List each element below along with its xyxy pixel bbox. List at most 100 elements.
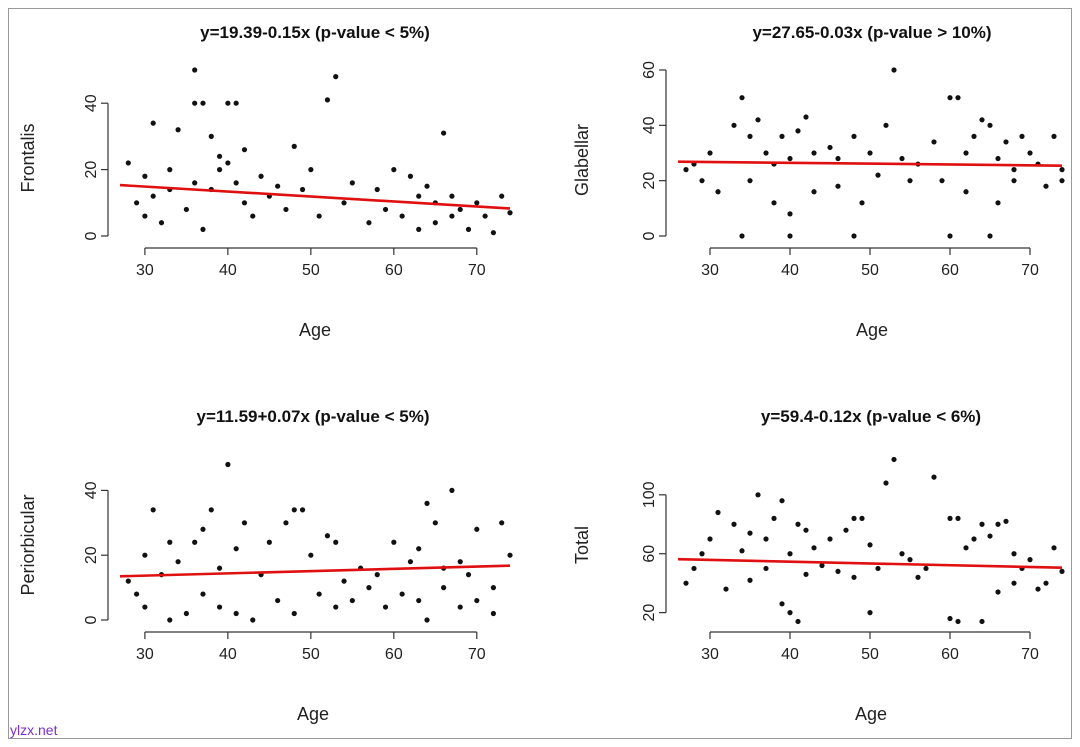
data-point: [931, 474, 937, 480]
data-point: [291, 507, 297, 513]
data-point: [811, 189, 817, 195]
data-point: [216, 604, 223, 610]
watermark: ylzx.net: [10, 722, 58, 738]
data-point: [755, 117, 761, 123]
data-point: [474, 597, 480, 604]
x-tick-label: 30: [136, 262, 154, 279]
y-tick-label: 40: [641, 116, 658, 134]
data-point: [835, 568, 841, 575]
data-point: [233, 610, 239, 617]
x-tick-label: 50: [861, 262, 879, 279]
data-point: [947, 95, 953, 101]
data-point: [779, 133, 785, 139]
data-point: [432, 220, 438, 226]
data-point: [200, 226, 206, 232]
data-point: [167, 539, 173, 545]
data-point: [1003, 518, 1009, 524]
data-point: [216, 167, 223, 173]
data-point: [275, 183, 281, 189]
data-point: [707, 536, 713, 542]
data-point: [747, 577, 753, 583]
data-point: [683, 167, 689, 173]
data-point: [499, 520, 505, 526]
data-point: [995, 521, 1001, 527]
y-tick-label: 60: [641, 61, 658, 79]
y-tick-label: 60: [641, 545, 658, 563]
y-axis-label: Total: [572, 526, 592, 564]
data-point: [899, 155, 905, 162]
x-tick-label: 60: [385, 646, 403, 663]
data-point: [507, 210, 513, 216]
data-point: [715, 189, 721, 195]
data-point: [1059, 568, 1065, 575]
x-tick-label: 30: [136, 646, 154, 663]
data-point: [875, 565, 881, 572]
data-point: [739, 548, 745, 554]
data-point: [859, 515, 865, 521]
data-point: [1051, 545, 1057, 551]
data-point: [192, 539, 198, 545]
y-tick-label: 20: [83, 546, 100, 564]
x-tick-label: 40: [219, 646, 237, 663]
data-point: [771, 200, 777, 206]
data-point: [283, 520, 289, 526]
data-point: [233, 546, 239, 552]
data-point: [366, 585, 372, 591]
data-point: [424, 617, 430, 623]
data-point: [827, 536, 833, 542]
data-point: [208, 133, 214, 139]
x-tick-label: 40: [219, 262, 237, 279]
data-point: [723, 586, 729, 592]
data-point: [490, 585, 497, 591]
data-point: [324, 97, 331, 103]
data-point: [416, 597, 422, 604]
data-point: [482, 213, 488, 219]
x-tick-label: 50: [861, 646, 879, 663]
data-point: [167, 167, 173, 173]
x-tick-label: 70: [1021, 262, 1039, 279]
data-point: [987, 122, 993, 128]
data-point: [803, 527, 809, 533]
data-point: [1035, 586, 1041, 592]
data-point: [266, 539, 272, 545]
data-point: [465, 572, 472, 578]
data-point: [308, 167, 314, 173]
data-point: [424, 183, 430, 189]
data-point: [787, 551, 793, 557]
data-point: [1043, 183, 1049, 189]
data-point: [341, 578, 347, 584]
data-point: [811, 150, 817, 156]
chart-title: y=11.59+0.07x (p-value < 5%): [197, 407, 430, 426]
data-point: [795, 521, 801, 527]
data-point: [915, 574, 921, 580]
x-axis-label: Age: [299, 320, 331, 340]
data-point: [167, 617, 173, 623]
x-tick-label: 70: [468, 646, 486, 663]
data-point: [835, 183, 841, 189]
data-point: [490, 610, 497, 617]
data-point: [349, 180, 355, 186]
y-tick-label: 20: [641, 172, 658, 190]
data-point: [779, 498, 785, 504]
data-point: [316, 213, 322, 219]
regression-line: [119, 183, 511, 210]
data-point: [225, 100, 231, 106]
data-point: [947, 233, 953, 239]
data-point: [142, 213, 148, 219]
data-point: [382, 206, 389, 213]
data-point: [867, 542, 873, 548]
data-point: [407, 173, 414, 179]
data-point: [216, 153, 223, 159]
data-point: [474, 526, 480, 532]
data-point: [963, 150, 969, 156]
data-point: [125, 578, 131, 584]
data-point: [241, 200, 248, 206]
data-point: [763, 565, 769, 572]
data-point: [490, 230, 497, 236]
data-point: [867, 150, 873, 156]
data-point: [499, 193, 505, 199]
data-point: [324, 533, 331, 539]
data-point: [399, 213, 405, 219]
y-axis-label: Glabellar: [572, 124, 592, 196]
data-point: [457, 206, 463, 213]
